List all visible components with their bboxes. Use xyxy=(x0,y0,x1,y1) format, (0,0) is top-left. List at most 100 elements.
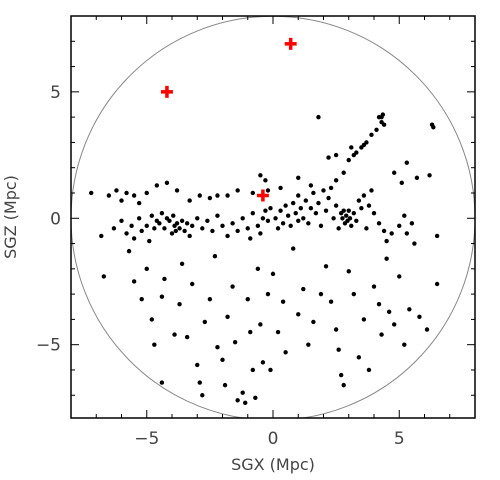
data-point xyxy=(431,125,436,130)
data-point xyxy=(152,342,157,347)
data-point xyxy=(220,357,225,363)
data-point xyxy=(260,360,266,365)
data-point xyxy=(376,221,382,226)
x-tick-label: 0 xyxy=(268,429,279,449)
data-point xyxy=(263,178,268,183)
data-point xyxy=(210,228,215,234)
data-point xyxy=(336,226,341,231)
data-point xyxy=(280,299,286,304)
data-point xyxy=(318,223,324,229)
data-point xyxy=(371,284,377,289)
data-point xyxy=(225,233,230,239)
plot-area xyxy=(71,16,475,418)
data-point xyxy=(351,152,356,158)
data-point xyxy=(283,203,288,208)
y-tick-label: −5 xyxy=(36,336,61,356)
data-point xyxy=(184,221,190,226)
data-point xyxy=(250,190,255,196)
data-point xyxy=(126,248,132,254)
data-point xyxy=(354,218,359,223)
data-point xyxy=(346,157,351,163)
x-axis-ticks: −5 0 5 xyxy=(70,16,476,449)
data-point xyxy=(101,274,107,279)
data-point xyxy=(174,221,180,226)
data-point xyxy=(230,284,235,289)
data-point xyxy=(311,319,316,325)
data-point xyxy=(265,291,271,297)
data-point xyxy=(215,193,220,198)
data-point xyxy=(347,216,353,221)
data-point xyxy=(179,261,185,266)
highlight-markers xyxy=(160,37,297,202)
data-point xyxy=(364,226,369,231)
data-point xyxy=(424,327,430,332)
data-point xyxy=(258,322,263,327)
data-point xyxy=(250,367,255,373)
data-point xyxy=(250,211,255,216)
data-point xyxy=(136,216,142,221)
data-point xyxy=(273,216,278,221)
data-point xyxy=(402,342,407,347)
data-point xyxy=(245,226,250,231)
data-point xyxy=(404,231,410,236)
data-point xyxy=(404,160,410,165)
data-point xyxy=(131,236,137,241)
data-point xyxy=(144,266,149,272)
data-point xyxy=(384,238,389,244)
data-point xyxy=(171,213,176,218)
data-point xyxy=(99,233,104,239)
data-point xyxy=(361,142,367,148)
data-point xyxy=(159,211,165,216)
data-point xyxy=(173,228,178,234)
data-point xyxy=(184,334,190,340)
data-point xyxy=(222,382,228,388)
data-point xyxy=(434,233,440,239)
data-point xyxy=(263,208,268,213)
data-point xyxy=(318,291,324,297)
data-point xyxy=(349,145,354,150)
data-point xyxy=(235,188,240,193)
data-point xyxy=(296,175,301,181)
data-point xyxy=(283,350,288,355)
data-point xyxy=(114,188,119,193)
data-point xyxy=(402,213,407,218)
y-tick-label: 5 xyxy=(50,83,61,103)
data-point xyxy=(177,302,182,307)
data-point xyxy=(278,208,283,213)
data-point xyxy=(344,213,349,218)
data-point xyxy=(144,190,149,196)
data-point xyxy=(248,236,253,241)
data-point xyxy=(366,203,372,208)
data-point xyxy=(159,380,165,385)
data-point xyxy=(268,367,273,373)
y-axis-title: SGZ (Mpc) xyxy=(1,175,20,259)
data-point xyxy=(197,193,202,198)
data-point xyxy=(323,208,329,213)
data-point xyxy=(341,208,346,213)
data-point xyxy=(328,185,334,191)
data-point xyxy=(144,223,149,229)
data-point xyxy=(313,211,319,216)
data-point xyxy=(258,173,263,178)
data-point xyxy=(215,345,220,350)
data-point xyxy=(205,218,210,223)
data-point xyxy=(195,216,200,221)
data-point xyxy=(306,221,311,226)
data-point xyxy=(351,291,356,297)
data-point xyxy=(232,339,238,345)
data-point xyxy=(157,221,162,226)
data-point xyxy=(106,193,112,198)
data-point xyxy=(285,213,291,218)
data-point xyxy=(399,180,404,186)
data-point xyxy=(301,286,306,292)
data-point xyxy=(162,276,167,282)
data-point xyxy=(278,185,283,191)
data-point xyxy=(258,231,263,236)
data-point xyxy=(328,299,334,304)
data-point xyxy=(248,329,253,335)
data-point xyxy=(265,188,271,193)
data-point xyxy=(172,332,177,337)
data-point xyxy=(298,205,303,211)
data-point xyxy=(301,216,306,221)
